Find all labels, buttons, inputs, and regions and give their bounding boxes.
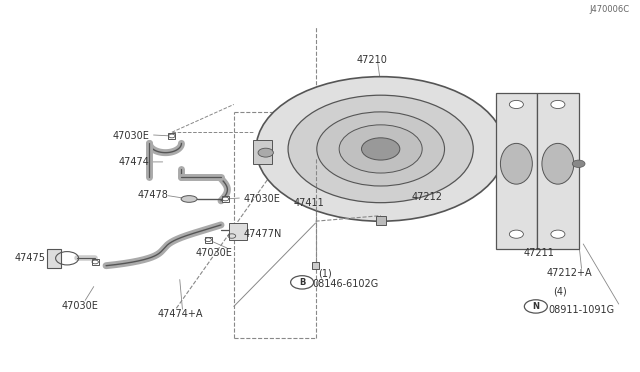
Text: N: N xyxy=(532,302,540,311)
Bar xyxy=(537,93,579,249)
Text: 47477N: 47477N xyxy=(243,229,282,239)
Text: 47475: 47475 xyxy=(15,253,45,263)
Ellipse shape xyxy=(500,143,532,184)
Circle shape xyxy=(509,100,524,109)
Text: 08146-6102G: 08146-6102G xyxy=(312,279,379,289)
Circle shape xyxy=(339,125,422,173)
Circle shape xyxy=(258,148,273,157)
Text: 47411: 47411 xyxy=(293,198,324,208)
Bar xyxy=(253,140,272,164)
Bar xyxy=(168,133,175,139)
Bar xyxy=(495,93,537,249)
Bar xyxy=(312,262,319,269)
Circle shape xyxy=(291,276,314,289)
Text: 47474: 47474 xyxy=(119,157,150,167)
Text: 47030E: 47030E xyxy=(61,301,98,311)
Text: 47030E: 47030E xyxy=(113,131,149,141)
Text: 47212+A: 47212+A xyxy=(547,268,593,278)
Bar xyxy=(205,237,212,243)
Circle shape xyxy=(572,160,585,167)
Circle shape xyxy=(524,300,547,313)
Text: 47030E: 47030E xyxy=(243,194,280,204)
Bar xyxy=(229,223,247,240)
Text: 47478: 47478 xyxy=(138,190,169,200)
Circle shape xyxy=(551,100,565,109)
Text: 47474+A: 47474+A xyxy=(157,309,203,319)
Bar xyxy=(376,216,386,225)
Circle shape xyxy=(551,230,565,238)
Text: J470006C: J470006C xyxy=(589,5,630,14)
Ellipse shape xyxy=(181,196,197,202)
Text: B: B xyxy=(299,278,305,287)
Bar xyxy=(92,259,99,265)
Ellipse shape xyxy=(542,143,574,184)
Text: (1): (1) xyxy=(318,268,332,278)
Circle shape xyxy=(256,77,505,221)
Circle shape xyxy=(288,95,473,203)
Circle shape xyxy=(362,138,400,160)
Text: 47212: 47212 xyxy=(412,192,442,202)
Text: 47210: 47210 xyxy=(357,55,388,65)
Circle shape xyxy=(317,112,445,186)
Bar xyxy=(222,196,229,202)
Text: 08911-1091G: 08911-1091G xyxy=(548,305,615,315)
Text: 47030E: 47030E xyxy=(195,248,232,258)
Bar xyxy=(47,249,61,267)
Circle shape xyxy=(509,230,524,238)
Text: 47211: 47211 xyxy=(523,248,554,258)
Text: (4): (4) xyxy=(553,286,567,296)
